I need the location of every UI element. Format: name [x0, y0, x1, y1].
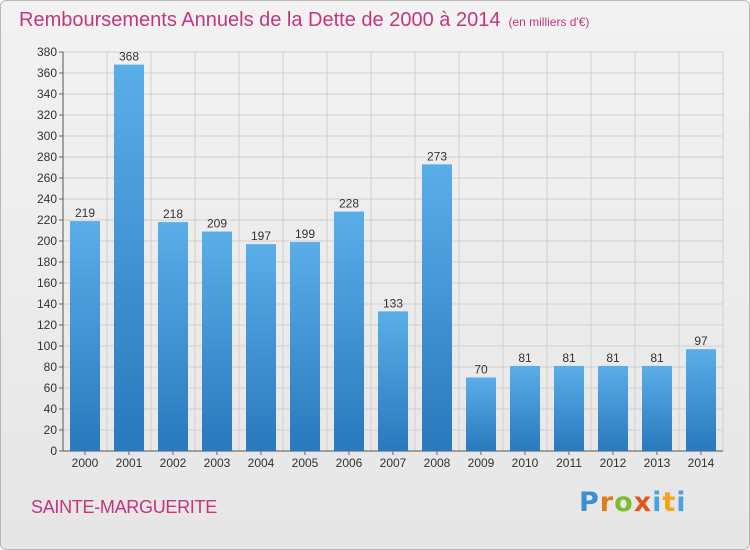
data-label: 368 [119, 50, 139, 64]
y-tick-label: 200 [37, 234, 57, 248]
data-labels: 219 368 218 209 197 199 228 133 273 70 81 81 81 81 97 [75, 50, 708, 377]
y-tick-label: 380 [37, 45, 57, 59]
y-tick-label: 140 [37, 297, 57, 311]
x-tick-label: 2008 [424, 456, 451, 470]
data-label: 218 [163, 207, 183, 221]
data-label: 209 [207, 217, 227, 231]
x-tick-labels: 2000 2001 2002 2003 2004 2005 2006 2007 2008 2009… [72, 451, 715, 470]
y-tick-label: 320 [37, 108, 57, 122]
data-label: 273 [427, 149, 447, 163]
proxiti-logo: Proxiti [579, 487, 687, 518]
data-label: 197 [251, 229, 271, 243]
y-tick-label: 260 [37, 171, 57, 185]
data-label: 97 [694, 334, 708, 348]
x-tick-label: 2007 [380, 456, 407, 470]
bars [70, 64, 716, 451]
logo-letter: P [579, 487, 600, 518]
logo-letter: o [614, 487, 634, 518]
y-tick-label: 20 [44, 423, 58, 437]
y-tick-label: 360 [37, 66, 57, 80]
y-tick-label: 0 [50, 444, 57, 458]
bar [422, 164, 452, 451]
title-text: Remboursements Annuels de la Dette de 20… [19, 9, 501, 31]
y-tick-label: 240 [37, 192, 57, 206]
bar [554, 365, 584, 451]
x-tick-label: 2009 [468, 456, 495, 470]
x-tick-label: 2012 [600, 456, 627, 470]
bar [246, 244, 276, 451]
y-tick-label: 120 [37, 318, 57, 332]
y-tick-label: 40 [44, 402, 58, 416]
logo-letter: r [599, 487, 615, 518]
bar [334, 211, 364, 451]
y-tick-label: 100 [37, 339, 57, 353]
y-tick-labels: 0 20 40 60 80 100 120 140 160 180 200 220 240 260 280 3… [37, 45, 57, 458]
data-label: 81 [518, 351, 532, 365]
x-tick-label: 2003 [204, 456, 231, 470]
city-name: SAINTE-MARGUERITE [31, 497, 217, 517]
bar [378, 311, 408, 451]
y-tick-label: 60 [44, 381, 58, 395]
x-tick-label: 2000 [72, 456, 99, 470]
data-label: 133 [383, 296, 403, 310]
bar [290, 242, 320, 451]
x-tick-label: 2001 [116, 456, 143, 470]
logo-letter: t [662, 487, 677, 518]
bar [202, 231, 232, 451]
logo-letter: i [676, 487, 687, 518]
y-tick-label: 300 [37, 129, 57, 143]
bar [114, 64, 144, 451]
chart-title: Remboursements Annuels de la Dette de 20… [19, 9, 589, 32]
y-tick-label: 80 [44, 360, 58, 374]
data-label: 81 [562, 351, 576, 365]
data-label: 199 [295, 227, 315, 241]
x-tick-label: 2005 [292, 456, 319, 470]
x-tick-label: 2013 [644, 456, 671, 470]
x-tick-label: 2011 [556, 456, 582, 470]
x-tick-label: 2006 [336, 456, 363, 470]
logo-letter: i [652, 487, 663, 518]
y-tick-label: 220 [37, 213, 57, 227]
bar [70, 221, 100, 451]
bar [466, 377, 496, 451]
bar [642, 365, 672, 451]
x-tick-label: 2004 [248, 456, 275, 470]
x-tick-label: 2014 [688, 456, 715, 470]
data-label: 228 [339, 197, 359, 211]
y-tick-label: 280 [37, 150, 57, 164]
x-tick-label: 2002 [160, 456, 187, 470]
logo-letter: x [633, 487, 653, 518]
data-label: 219 [75, 206, 95, 220]
bar [598, 365, 628, 451]
x-tick-label: 2010 [512, 456, 539, 470]
y-tick-label: 340 [37, 87, 57, 101]
bar [158, 222, 188, 451]
bar [686, 349, 716, 451]
y-tick-label: 180 [37, 255, 57, 269]
bar [510, 365, 540, 451]
data-label: 70 [474, 363, 488, 377]
y-tick-label: 160 [37, 276, 57, 290]
title-unit: (en milliers d'€) [508, 15, 590, 29]
data-label: 81 [606, 351, 620, 365]
data-label: 81 [650, 351, 664, 365]
